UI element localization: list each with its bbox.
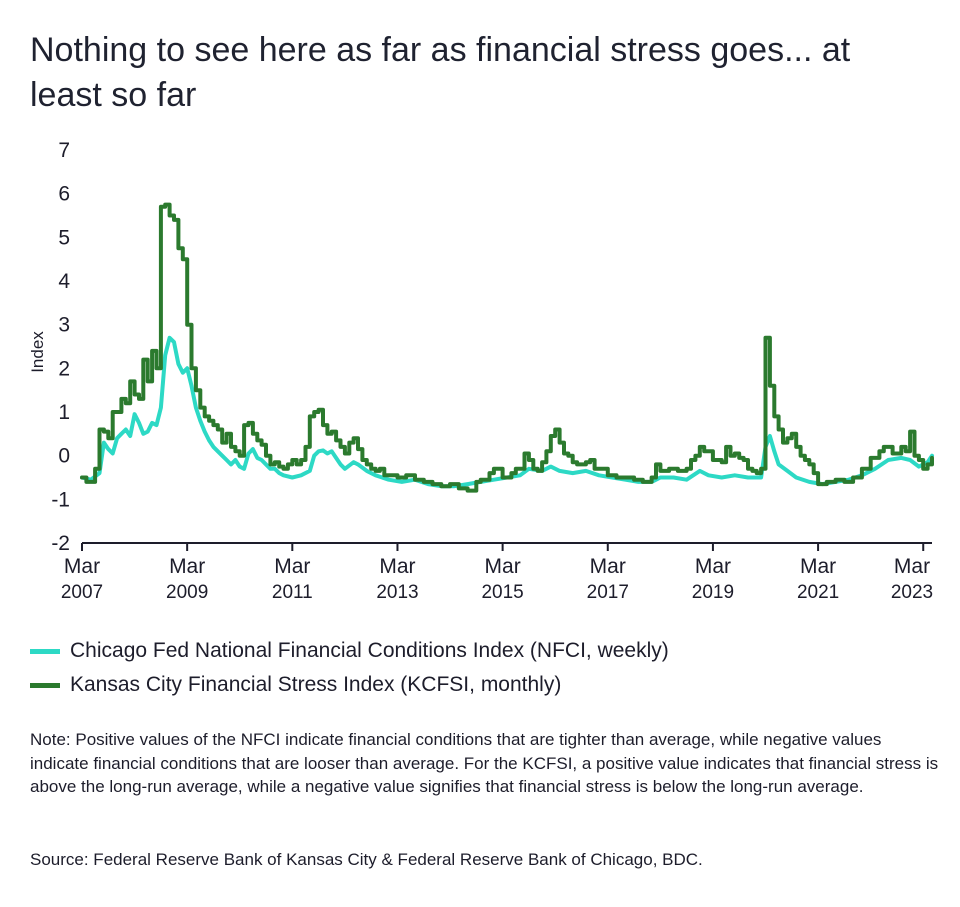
- x-tick-month: Mar: [485, 555, 521, 578]
- x-tick-year: 2017: [587, 582, 629, 603]
- y-tick-label: 6: [58, 183, 70, 206]
- y-tick-label: 1: [58, 401, 70, 424]
- x-tick-month: Mar: [800, 555, 836, 578]
- y-tick-label: 5: [58, 226, 70, 249]
- x-tick-year: 2023: [891, 582, 933, 603]
- x-axis: Mar 2007 Mar 2009 Mar 2011 Mar 2013 Mar 2015 Mar 20…: [61, 542, 933, 603]
- legend-swatch-kcfsi: [30, 682, 60, 688]
- x-tick-month: Mar: [274, 555, 310, 578]
- y-tick-label: -2: [51, 532, 70, 555]
- x-tick-year: 2007: [61, 582, 103, 603]
- x-tick-year: 2019: [692, 582, 734, 603]
- line-chart: -2 -1 0 1 2 3 4 5 6 7 Index Mar 2007 Mar 2009 Mar 2011…: [28, 139, 934, 603]
- x-tick-month: Mar: [64, 555, 100, 578]
- y-tick-label: 7: [58, 139, 70, 162]
- y-tick-label: 3: [58, 314, 70, 337]
- y-tick-label: 0: [58, 445, 70, 468]
- x-tick-month: Mar: [894, 555, 930, 578]
- chart-note: Note: Positive values of the NFCI indica…: [30, 730, 939, 796]
- x-tick-year: 2013: [376, 582, 418, 603]
- legend-swatch-nfci: [30, 648, 60, 654]
- y-tick-label: 2: [58, 357, 70, 380]
- legend-item-nfci: Chicago Fed National Financial Condition…: [30, 634, 669, 668]
- legend-item-kcfsi: Kansas City Financial Stress Index (KCFS…: [30, 668, 669, 702]
- nfci-line: [80, 335, 934, 489]
- legend: Chicago Fed National Financial Condition…: [30, 634, 669, 702]
- x-tick-month: Mar: [169, 555, 205, 578]
- chart-title: Nothing to see here as far as financial …: [30, 31, 851, 114]
- x-tick-year: 2021: [797, 582, 839, 603]
- legend-label-nfci: Chicago Fed National Financial Condition…: [70, 639, 669, 662]
- chart-source: Source: Federal Reserve Bank of Kansas C…: [30, 850, 703, 869]
- x-tick-month: Mar: [695, 555, 731, 578]
- x-tick-year: 2011: [272, 582, 313, 603]
- y-tick-label: -1: [51, 488, 70, 511]
- y-axis-label: Index: [28, 331, 47, 373]
- y-tick-label: 4: [58, 270, 70, 293]
- x-tick-year: 2009: [166, 582, 208, 603]
- y-axis: -2 -1 0 1 2 3 4 5 6 7: [51, 139, 70, 555]
- x-tick-month: Mar: [590, 555, 626, 578]
- legend-label-kcfsi: Kansas City Financial Stress Index (KCFS…: [70, 673, 562, 696]
- x-tick-month: Mar: [379, 555, 415, 578]
- series-layer: [80, 202, 934, 493]
- x-tick-year: 2015: [481, 582, 523, 603]
- kcfsi-line: [80, 202, 934, 493]
